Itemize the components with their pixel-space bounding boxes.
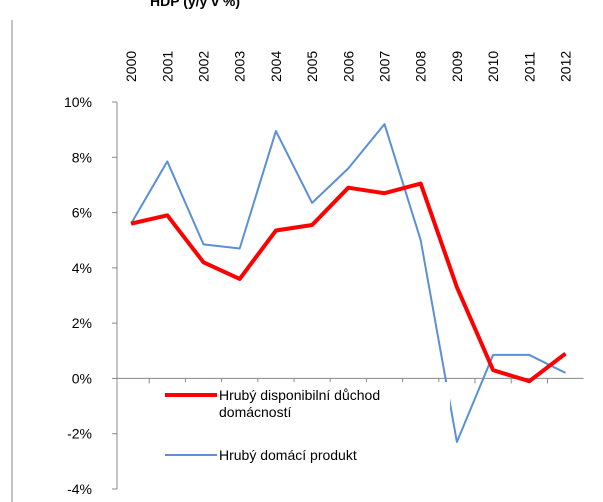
x-tick-label: 2009 <box>449 51 465 82</box>
x-tick-label: 2006 <box>340 51 356 82</box>
y-tick-label: -4% <box>67 481 92 497</box>
x-tick-label: 2011 <box>521 52 537 82</box>
x-tick-label: 2004 <box>268 51 284 82</box>
legend-label: Hrubý disponibilní důchod domácností <box>219 387 380 420</box>
x-tick-label: 2001 <box>159 51 175 82</box>
x-tick-label: 2010 <box>485 51 501 82</box>
y-tick-label: 0% <box>72 370 92 386</box>
y-tick-label: 10% <box>64 94 92 110</box>
y-tick-label: 2% <box>72 315 92 331</box>
y-tick-label: 4% <box>72 260 92 276</box>
series-line <box>130 181 567 384</box>
x-tick-label: 2007 <box>377 51 393 82</box>
y-tick-label: -2% <box>67 426 92 442</box>
x-tick-label: 2003 <box>232 51 248 82</box>
x-tick-label: 2002 <box>196 51 212 82</box>
x-tick-label: 2005 <box>304 51 320 82</box>
y-tick-label: 6% <box>72 205 92 221</box>
x-tick-label: 2008 <box>413 51 429 82</box>
series-line <box>130 123 566 444</box>
y-tick-label: 8% <box>72 149 92 165</box>
chart-title: HDP (y/y v %) <box>150 0 240 9</box>
x-tick-label: 2012 <box>558 51 574 82</box>
legend-label: Hrubý domácí produkt <box>219 447 357 463</box>
x-tick-label: 2000 <box>123 51 139 82</box>
